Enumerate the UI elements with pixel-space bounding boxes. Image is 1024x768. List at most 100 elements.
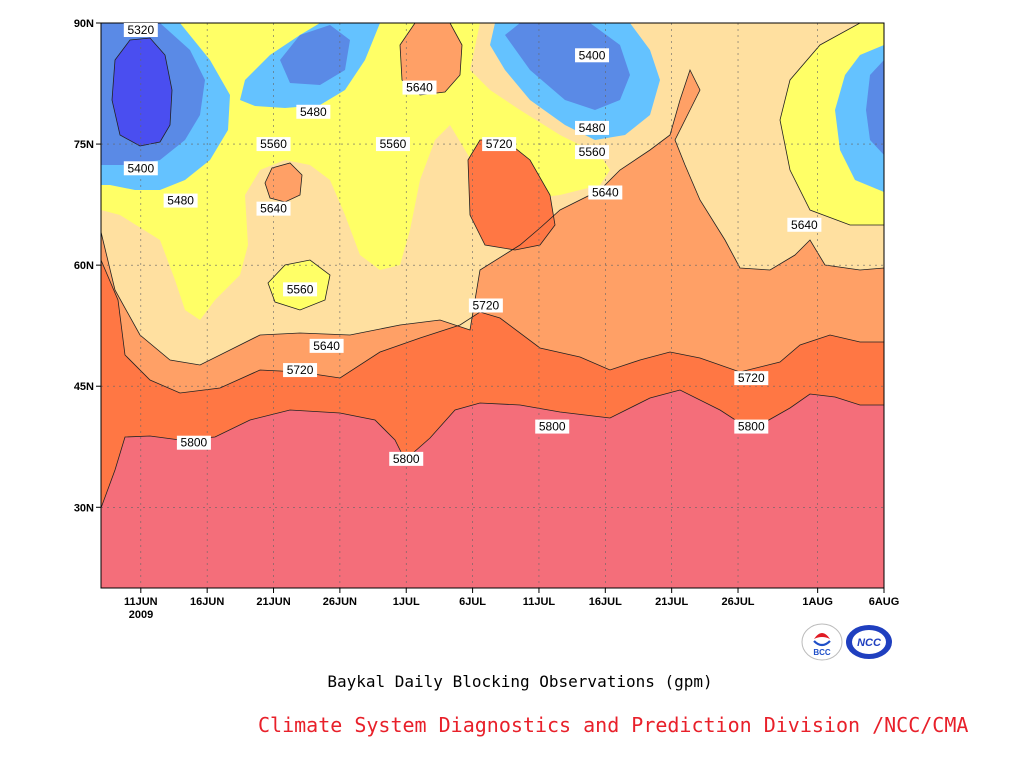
- contour-label-text: 5560: [579, 145, 606, 159]
- contour-label-bg: [588, 185, 623, 200]
- contour-label: 5640: [256, 201, 291, 216]
- contour-label-text: 5720: [473, 299, 500, 313]
- contour-label: 5400: [123, 161, 158, 176]
- fill-5320-5400-top: [280, 25, 350, 85]
- contour-labels: 5320 5400 5480 5480 5560 5640 5560 5640 5720 5800…: [123, 23, 822, 466]
- contour-label: 5720: [283, 363, 318, 378]
- fill-5720-island: [468, 140, 555, 250]
- x-tick-label: 1AUG: [802, 596, 833, 608]
- contour-label-text: 5800: [181, 436, 208, 450]
- contour-label-text: 5480: [300, 105, 327, 119]
- contour-label-bg: [468, 298, 503, 313]
- contour-label-bg: [309, 338, 344, 353]
- y-tick-label: 60N: [74, 260, 94, 272]
- x-tick-label: 21JUL: [655, 596, 688, 608]
- contour-label-bg: [402, 80, 437, 95]
- contour-label: 5640: [402, 80, 437, 95]
- x-tick-label: 11JUN: [124, 596, 158, 608]
- contour-label: 5720: [468, 298, 503, 313]
- contour-label-bg: [283, 282, 318, 297]
- contour-label-text: 5720: [287, 363, 314, 377]
- contour-label-bg: [535, 419, 570, 434]
- contour-label: 5640: [787, 217, 822, 232]
- contour-label-bg: [482, 137, 517, 152]
- contour-label-bg: [575, 48, 610, 63]
- contour-label-bg: [575, 120, 610, 135]
- contour-label-text: 5640: [592, 186, 619, 200]
- fill-5640-island-a: [265, 163, 302, 202]
- ncc-logo: NCC: [846, 625, 892, 659]
- contour-label-text: 5800: [539, 420, 566, 434]
- contour-label-bg: [575, 145, 610, 160]
- contour-label: 5560: [575, 145, 610, 160]
- contour-label-bg: [787, 217, 822, 232]
- contour-label: 5800: [535, 419, 570, 434]
- contour-label-text: 5640: [260, 202, 287, 216]
- contour-label: 5800: [389, 451, 424, 466]
- contour-label-bg: [176, 435, 211, 450]
- contour-label-text: 5640: [791, 218, 818, 232]
- contour-label: 5640: [588, 185, 623, 200]
- contour-label-text: 5320: [127, 23, 154, 37]
- ncc-logo-text: NCC: [857, 637, 882, 649]
- x-axis-year-label: 2009: [129, 609, 153, 621]
- x-tick-label: 21JUN: [256, 596, 290, 608]
- contour-label-text: 5480: [579, 121, 606, 135]
- contour-label: 5480: [296, 104, 331, 119]
- x-tick-label: 16JUN: [190, 596, 224, 608]
- x-tick-label: 26JUN: [323, 596, 357, 608]
- contour-label-text: 5640: [406, 81, 433, 95]
- fill-below-5320: [112, 38, 172, 146]
- contour-label-text: 5800: [393, 452, 420, 466]
- contour-label: 5560: [283, 282, 318, 297]
- y-tick-label: 90N: [74, 18, 94, 30]
- contour-label: 5480: [163, 193, 198, 208]
- y-tick-label: 75N: [74, 139, 94, 151]
- contour-label-text: 5560: [380, 137, 407, 151]
- contour-label-bg: [389, 451, 424, 466]
- contour-label-text: 5480: [167, 194, 194, 208]
- x-tick-label: 1JUL: [393, 596, 420, 608]
- contour-label-bg: [163, 193, 198, 208]
- contour-label-text: 5800: [738, 420, 765, 434]
- plot-frame: [100, 22, 885, 589]
- bcc-logo: BCC: [801, 623, 843, 661]
- fill-5320-5400-mid: [505, 23, 630, 110]
- x-tick-label: 6AUG: [869, 596, 900, 608]
- contour-label-bg: [123, 23, 158, 37]
- chart-title: Baykal Daily Blocking Observations (gpm): [327, 672, 713, 691]
- contour-label: 5560: [375, 137, 410, 152]
- contour-label-bg: [256, 201, 291, 216]
- contour-label-bg: [256, 137, 291, 152]
- contour-label-text: 5400: [127, 161, 154, 175]
- contour-label-bg: [734, 419, 769, 434]
- y-tick-label: 45N: [74, 381, 94, 393]
- contour-label: 5640: [309, 338, 344, 353]
- contour-label-bg: [375, 137, 410, 152]
- contour-label: 5320: [123, 23, 158, 37]
- contour-label: 5480: [575, 120, 610, 135]
- x-tick-label: 6JUL: [459, 596, 486, 608]
- contour-label-bg: [123, 161, 158, 176]
- contour-label-bg: [296, 104, 331, 119]
- chart-credit: Climate System Diagnostics and Predictio…: [258, 713, 969, 737]
- contour-label-text: 5720: [486, 137, 513, 151]
- contour-label-text: 5560: [287, 282, 314, 296]
- contour-label-text: 5560: [260, 137, 287, 151]
- x-tick-label: 16JUL: [589, 596, 622, 608]
- contour-label-text: 5720: [738, 371, 765, 385]
- x-axis: 11JUN 16JUN 21JUN 26JUN 1JUL 6JUL 11JUL 16JUL 21…: [124, 588, 899, 608]
- contour-label-text: 5400: [579, 48, 606, 62]
- contour-label: 5720: [734, 371, 769, 386]
- contour-label-text: 5640: [313, 339, 340, 353]
- fill-5320-5400-right: [866, 60, 884, 155]
- x-tick-label: 11JUL: [523, 596, 556, 608]
- contour-label: 5720: [482, 137, 517, 152]
- contour-label: 5800: [734, 419, 769, 434]
- contour-label: 5400: [575, 48, 610, 63]
- contour-label: 5800: [176, 435, 211, 450]
- contour-label-bg: [734, 371, 769, 386]
- contour-label: 5560: [256, 137, 291, 152]
- y-tick-label: 30N: [74, 502, 94, 514]
